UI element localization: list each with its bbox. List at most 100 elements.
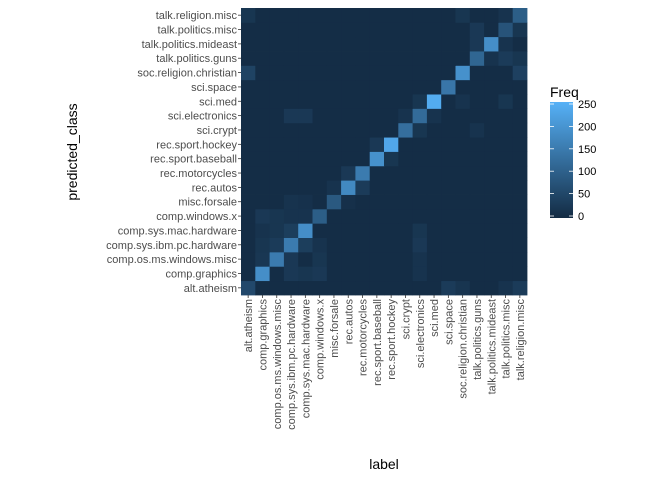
heatmap-cell	[369, 122, 385, 138]
heatmap-cell	[398, 194, 413, 210]
heatmap-cell	[469, 94, 485, 109]
heatmap-cell	[269, 180, 285, 195]
heatmap-cell	[455, 51, 471, 66]
heatmap-cell	[241, 223, 256, 238]
heatmap-cell	[484, 194, 499, 210]
heatmap-cell	[269, 65, 285, 81]
heatmap-cell	[512, 208, 528, 224]
heatmap-cells	[241, 8, 528, 296]
heatmap-cell	[384, 122, 399, 138]
heatmap-cell	[484, 122, 499, 138]
heatmap-cell	[355, 79, 371, 95]
heatmap-cell	[469, 180, 485, 195]
heatmap-cell	[369, 79, 385, 95]
heatmap-cell	[512, 94, 528, 109]
heatmap-cell	[355, 36, 371, 52]
heatmap-cell	[469, 22, 485, 38]
heatmap-cell	[469, 251, 485, 267]
heatmap-cell	[455, 251, 471, 267]
heatmap-cell	[283, 22, 299, 38]
heatmap-cell	[255, 280, 270, 296]
heatmap-cell	[469, 122, 485, 138]
heatmap-cell	[398, 151, 413, 167]
heatmap-cell	[269, 208, 285, 224]
heatmap-cell	[412, 8, 428, 23]
y-tick-label: rec.autos	[192, 182, 238, 194]
heatmap-cell	[369, 165, 385, 181]
heatmap-cell	[412, 208, 428, 224]
heatmap-cell	[384, 94, 399, 109]
heatmap-cell	[384, 79, 399, 95]
heatmap-cell	[326, 8, 342, 23]
heatmap-cell	[283, 151, 299, 167]
heatmap-cell	[484, 280, 499, 296]
heatmap-cell	[341, 180, 356, 195]
heatmap-cell	[255, 237, 270, 253]
heatmap-cell	[283, 51, 299, 66]
heatmap-cell	[412, 165, 428, 181]
heatmap-cell	[326, 79, 342, 95]
heatmap-cell	[269, 122, 285, 138]
heatmap-cell	[241, 180, 256, 195]
legend-tick-label: 100	[578, 166, 596, 178]
heatmap-cell	[241, 22, 256, 38]
heatmap-cell	[312, 208, 328, 224]
heatmap-cell	[441, 51, 456, 66]
heatmap-cell	[512, 251, 528, 267]
heatmap-cell	[512, 79, 528, 95]
heatmap-cell	[384, 165, 399, 181]
heatmap-cell	[341, 122, 356, 138]
heatmap-cell	[312, 165, 328, 181]
heatmap-cell	[455, 194, 471, 210]
heatmap-cell	[355, 65, 371, 81]
y-tick-label: rec.motorcycles	[160, 168, 238, 180]
heatmap-cell	[369, 251, 385, 267]
x-tick-label: talk.politics.guns	[472, 299, 484, 380]
heatmap-cell	[255, 137, 270, 152]
heatmap-cell	[484, 8, 499, 23]
heatmap-cell	[269, 108, 285, 124]
heatmap-cell	[298, 36, 313, 52]
heatmap-cell	[298, 223, 313, 238]
heatmap-cell	[369, 280, 385, 296]
heatmap-cell	[484, 65, 499, 81]
x-tick-label: rec.motorcycles	[358, 299, 370, 377]
heatmap-cell	[326, 237, 342, 253]
heatmap-cell	[298, 65, 313, 81]
heatmap-cell	[269, 8, 285, 23]
heatmap-cell	[384, 266, 399, 282]
heatmap-cell	[298, 8, 313, 23]
heatmap-cell	[255, 65, 270, 81]
heatmap-cell	[369, 151, 385, 167]
heatmap-cell	[369, 108, 385, 124]
heatmap-cell	[298, 79, 313, 95]
heatmap-cell	[484, 137, 499, 152]
heatmap-cell	[441, 8, 456, 23]
heatmap-cell	[441, 137, 456, 152]
heatmap-cell	[498, 137, 514, 152]
heatmap-cell	[512, 122, 528, 138]
heatmap-cell	[341, 8, 356, 23]
heatmap-cell	[512, 65, 528, 81]
heatmap-cell	[384, 108, 399, 124]
heatmap-cell	[412, 51, 428, 66]
heatmap-cell	[412, 223, 428, 238]
heatmap-cell	[269, 151, 285, 167]
heatmap-cell	[298, 208, 313, 224]
heatmap-cell	[298, 122, 313, 138]
heatmap-cell	[298, 194, 313, 210]
heatmap-cell	[512, 194, 528, 210]
x-tick-label: sci.electronics	[415, 299, 427, 369]
heatmap-cell	[455, 79, 471, 95]
heatmap-cell	[269, 36, 285, 52]
heatmap-cell	[298, 108, 313, 124]
heatmap-cell	[426, 194, 442, 210]
heatmap-cell	[484, 108, 499, 124]
heatmap-cell	[469, 237, 485, 253]
heatmap-cell	[369, 94, 385, 109]
heatmap-cell	[355, 8, 371, 23]
heatmap-cell	[283, 108, 299, 124]
heatmap-cell	[412, 94, 428, 109]
heatmap-cell	[326, 194, 342, 210]
heatmap-cell	[283, 280, 299, 296]
